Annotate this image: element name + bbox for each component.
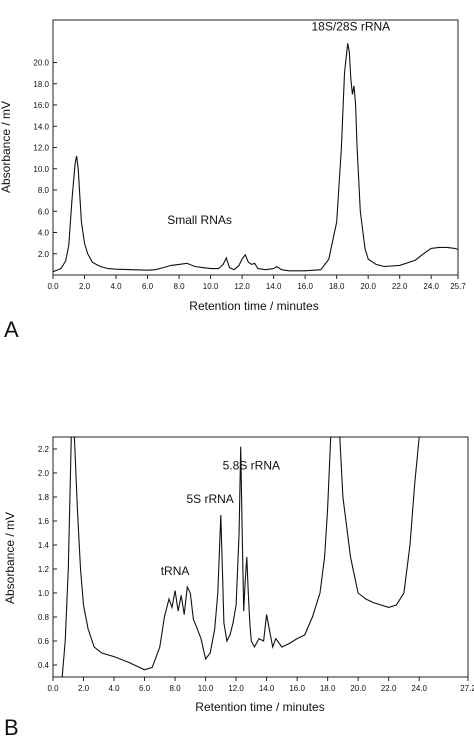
panel-b-y-tick-label: 1.8 [38, 493, 50, 502]
annotation-5-8s-rrna: 5.8S rRNA [223, 458, 280, 472]
panel-b-y-axis: 0.4 0.6 0.8 1.0 1.2 1.4 1.6 1.8 2.0 2.2 [38, 445, 57, 670]
panel-b-x-tick-label: 24.0 [411, 684, 427, 693]
panel-a-y-tick-label: 4.0 [38, 229, 50, 238]
annotation-small-rnas: Small RNAs [167, 213, 232, 227]
panel-a-x-tick-label: 0.0 [47, 282, 59, 291]
panel-a-x-tick-label: 12.0 [234, 282, 250, 291]
panel-a-x-axis: 0.0 2.0 4.0 6.0 8.0 10.0 12.0 14.0 16.0 18.0 20.0 2… [47, 275, 466, 291]
panel-b-x-tick-label: 22.0 [381, 684, 397, 693]
annotation-18s-28s-rrna: 18S/28S rRNA [311, 20, 390, 34]
panel-b-y-tick-label: 2.2 [38, 445, 50, 454]
panel-a-y-tick-label: 20.0 [33, 59, 49, 68]
panel-a-label: A [4, 317, 19, 342]
panel-b-chromatogram-trace [61, 436, 420, 678]
panel-b-x-tick-label: 10.0 [198, 684, 214, 693]
panel-b-x-tick-label: 14.0 [259, 684, 275, 693]
panel-b-y-tick-label: 0.8 [38, 613, 50, 622]
panel-a-x-tick-label: 8.0 [174, 282, 186, 291]
panel-b-x-tick-label: 20.0 [350, 684, 366, 693]
panel-b-y-tick-label: 1.4 [38, 541, 50, 550]
panel-a-x-tick-label: 10.0 [203, 282, 219, 291]
panel-a-plot-frame [52, 19, 459, 276]
panel-b-x-axis: 0.0 2.0 4.0 6.0 8.0 10.0 12.0 14.0 16.0 18.0 20.0 2… [47, 677, 474, 693]
panel-a-y-tick-label: 18.0 [33, 80, 49, 89]
panel-b-y-tick-label: 1.2 [38, 565, 50, 574]
panel-a-y-tick-label: 2.0 [38, 250, 50, 259]
panel-b-chart: 0.4 0.6 0.8 1.0 1.2 1.4 1.6 1.8 2.0 2.2 0.0 2.0 4.0… [3, 436, 474, 714]
panel-a-x-tick-label: 4.0 [110, 282, 122, 291]
panel-a-y-tick-label: 10.0 [33, 165, 49, 174]
panel-a-x-tick-label: 20.0 [360, 282, 376, 291]
panel-a-y-tick-label: 6.0 [38, 207, 50, 216]
panel-b-x-tick-label: 8.0 [169, 684, 181, 693]
annotation-5s-rrna: 5S rRNA [186, 492, 233, 506]
panel-a-y-tick-label: 14.0 [33, 122, 49, 131]
panel-b-x-axis-label: Retention time / minutes [195, 700, 324, 714]
panel-a-x-tick-label: 14.0 [266, 282, 282, 291]
panel-a-y-axis-label: Absorbance / mV [0, 101, 13, 193]
panel-b-y-tick-label: 0.4 [38, 661, 50, 670]
panel-a-chromatogram-trace [52, 43, 459, 273]
panel-b-y-tick-label: 0.6 [38, 637, 50, 646]
panel-b-x-tick-label: 16.0 [289, 684, 305, 693]
panel-b-y-tick-label: 1.6 [38, 517, 50, 526]
panel-a-x-axis-label: Retention time / minutes [189, 299, 318, 313]
panel-b-x-tick-label: 2.0 [78, 684, 90, 693]
panel-a-y-tick-label: 8.0 [38, 186, 50, 195]
panel-b-plot-frame [52, 436, 469, 678]
panel-a-y-tick-label: 12.0 [33, 144, 49, 153]
panel-b-label: B [4, 715, 19, 739]
panel-b-x-tick-label: 12.0 [228, 684, 244, 693]
panel-a-x-tick-label: 25.7 [450, 282, 466, 291]
panel-a-y-tick-label: 16.0 [33, 101, 49, 110]
panel-b-y-axis-label: Absorbance / mV [3, 512, 17, 604]
panel-b-y-tick-label: 1.0 [38, 589, 50, 598]
panel-b-x-tick-label: 18.0 [320, 684, 336, 693]
panel-a-x-tick-label: 16.0 [297, 282, 313, 291]
panel-b-y-tick-label: 2.0 [38, 469, 50, 478]
panel-a-x-tick-label: 2.0 [79, 282, 91, 291]
panel-b-x-tick-label: 0.0 [47, 684, 59, 693]
panel-b-x-tick-label: 4.0 [108, 684, 120, 693]
panel-a-x-tick-label: 6.0 [142, 282, 154, 291]
panel-b-x-tick-label: 27.2 [460, 684, 474, 693]
panel-a-y-axis: 2.0 4.0 6.0 8.0 10.0 12.0 14.0 16.0 18.0 20.0 [33, 59, 57, 259]
panel-a-chart: 2.0 4.0 6.0 8.0 10.0 12.0 14.0 16.0 18.0 20.0 0.0… [0, 19, 466, 313]
panel-a-x-tick-label: 24.0 [423, 282, 439, 291]
panel-a-x-tick-label: 18.0 [329, 282, 345, 291]
panel-a-x-tick-label: 22.0 [392, 282, 408, 291]
panel-b-x-tick-label: 6.0 [139, 684, 151, 693]
annotation-trna: tRNA [161, 564, 190, 578]
